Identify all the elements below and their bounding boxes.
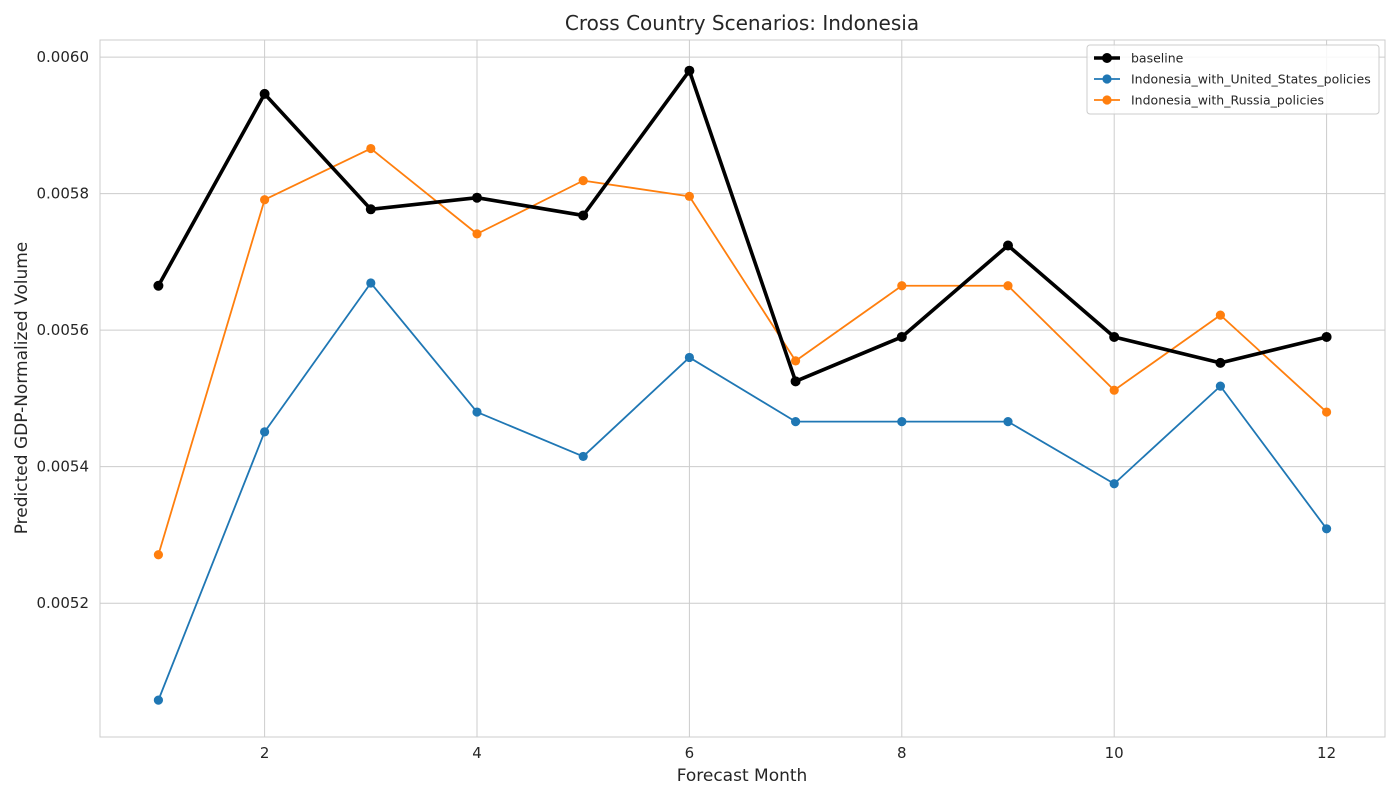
x-tick-label: 8 [897, 744, 907, 762]
legend-swatch-marker [1102, 74, 1112, 84]
data-point [366, 278, 376, 288]
x-tick-label: 12 [1317, 744, 1336, 762]
data-point [1215, 381, 1225, 391]
data-point [684, 191, 695, 201]
data-point [684, 65, 695, 76]
legend-item: Indonesia_with_Russia_policies [1094, 93, 1324, 108]
data-point [472, 229, 482, 239]
x-tick-label: 6 [685, 744, 695, 762]
data-point [260, 195, 270, 205]
legend-item: baseline [1094, 51, 1184, 66]
plot-area-frame [99, 39, 1386, 738]
data-point [578, 210, 589, 221]
data-point [790, 356, 801, 366]
data-point [1215, 357, 1226, 368]
legend-box [1086, 44, 1380, 115]
legend: baseline Indonesia_with_United_States_pol… [1086, 44, 1380, 115]
y-tick-label: 0.0060 [37, 48, 90, 66]
data-point [1321, 331, 1332, 342]
chart-title: Cross Country Scenarios: Indonesia [565, 11, 919, 35]
data-point [153, 695, 164, 705]
data-point [1109, 479, 1119, 489]
data-point [365, 204, 376, 215]
data-point [153, 550, 164, 560]
data-point [790, 417, 801, 427]
legend-items: baseline Indonesia_with_United_States_pol… [1094, 51, 1371, 108]
series-Indonesia_with_United_States_policies [153, 278, 1332, 705]
legend-swatch-marker [1102, 53, 1112, 63]
y-axis-ticks: 0.0052 0.0054 0.0056 0.0058 0.0060 [37, 48, 90, 612]
y-tick-label: 0.0054 [37, 458, 90, 476]
data-point [578, 451, 588, 462]
series-baseline [153, 65, 1332, 387]
series-line [156, 68, 1328, 384]
data-point [1215, 310, 1225, 320]
series-line [157, 282, 1328, 701]
data-point [1109, 331, 1120, 342]
y-tick-label: 0.0056 [37, 321, 90, 339]
legend-label: Indonesia_with_United_States_policies [1131, 72, 1371, 87]
data-point [472, 192, 483, 203]
series-Indonesia_with_Russia_policies [153, 143, 1332, 560]
data-point [153, 280, 164, 291]
data-point [1321, 407, 1332, 417]
data-point [896, 331, 907, 342]
data-point [472, 407, 482, 417]
legend-item: Indonesia_with_United_States_policies [1094, 72, 1371, 87]
y-tick-label: 0.0058 [37, 185, 90, 203]
data-point [1003, 281, 1013, 291]
data-point [259, 88, 270, 99]
data-point [790, 376, 801, 387]
data-point [1109, 385, 1119, 395]
y-axis-label: Predicted GDP-Normalized Volume [12, 242, 32, 535]
data-point [1002, 240, 1013, 251]
data-point [260, 427, 270, 437]
data-point [1321, 524, 1332, 534]
data-point [684, 352, 695, 363]
legend-label: Indonesia_with_Russia_policies [1131, 93, 1324, 108]
x-tick-label: 4 [472, 744, 482, 762]
x-tick-label: 2 [260, 744, 270, 762]
data-point [897, 417, 907, 427]
data-point [366, 143, 376, 154]
data-point [1003, 417, 1013, 427]
data-point [897, 281, 907, 291]
legend-label: baseline [1131, 51, 1184, 66]
y-tick-label: 0.0052 [37, 594, 90, 612]
x-axis-label: Forecast Month [677, 766, 808, 786]
series-group [153, 65, 1332, 705]
legend-swatch-marker [1102, 95, 1112, 105]
series-line [157, 147, 1328, 555]
x-tick-label: 10 [1105, 744, 1124, 762]
x-axis-ticks: 2 4 6 8 10 12 [260, 744, 1336, 762]
data-point [578, 176, 588, 186]
